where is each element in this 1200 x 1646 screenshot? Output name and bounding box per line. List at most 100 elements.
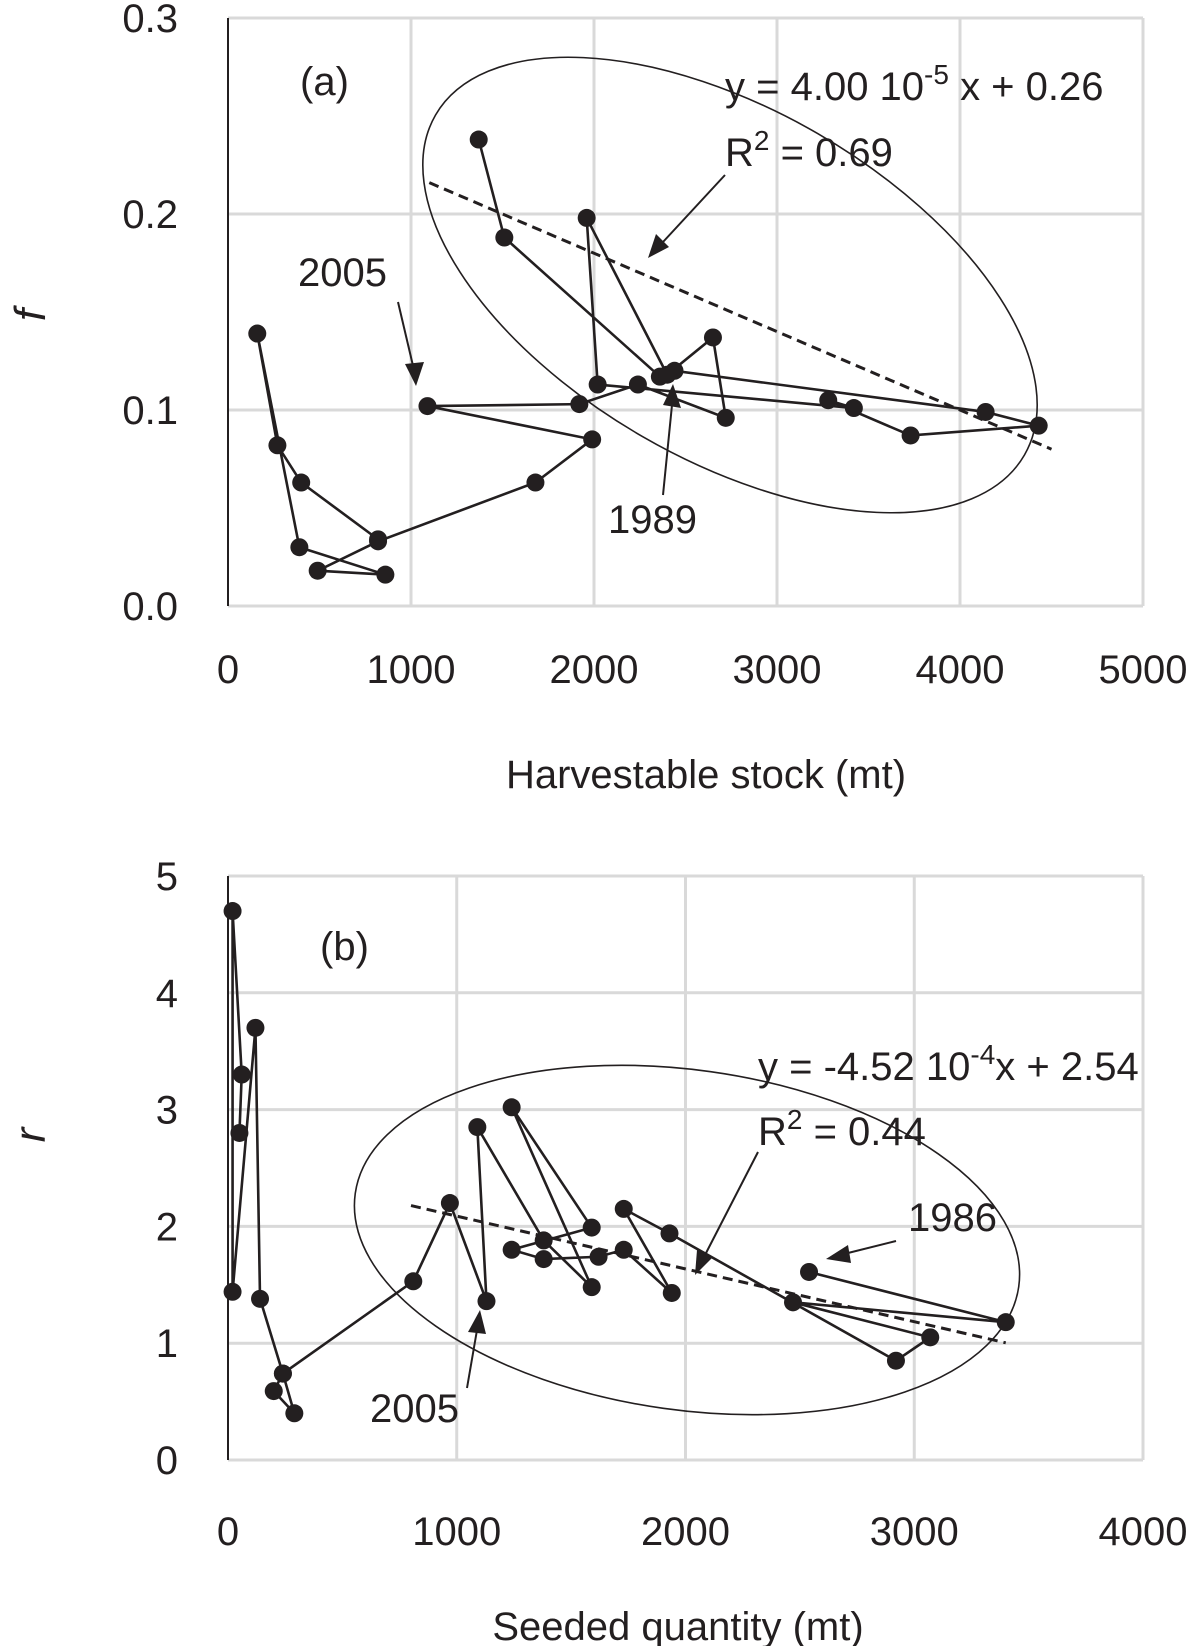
data-point xyxy=(268,436,287,455)
data-point xyxy=(589,1247,608,1266)
panel-a-r2-exponent: 2 xyxy=(754,125,770,156)
panel-a-equation: y = 4.00 10-5 x + 0.26 xyxy=(725,59,1104,109)
panel-a-r2: R2 = 0.69 xyxy=(725,125,893,175)
x-tick-label: 0 xyxy=(217,648,239,692)
panel-b-trendline xyxy=(410,1204,1007,1345)
panel-b: 0 1 2 3 4 5 0 1000 2000 3000 4000 (b) y = -4.52 10… xyxy=(6,855,1187,1646)
data-point xyxy=(534,1231,553,1250)
panel-a-points xyxy=(248,130,1048,584)
data-point xyxy=(232,1065,251,1084)
x-tick-label: 3000 xyxy=(870,1510,959,1554)
panel-b-arrow-equation xyxy=(704,1151,759,1256)
data-point xyxy=(570,395,589,414)
panel-a: 0.0 0.1 0.2 0.3 0 1000 2000 3000 4000 5000 (a) y … xyxy=(6,0,1187,797)
x-tick-label: 4000 xyxy=(1099,1510,1188,1554)
data-point xyxy=(658,365,677,384)
x-tick-label: 2000 xyxy=(641,1510,730,1554)
data-point xyxy=(583,430,602,449)
data-point xyxy=(264,1382,283,1401)
panel-b-points xyxy=(223,902,1015,1423)
x-tick-label: 2000 xyxy=(550,648,639,692)
x-tick-label: 1000 xyxy=(412,1510,501,1554)
data-point xyxy=(844,399,863,418)
y-tick-label: 0.0 xyxy=(122,585,178,629)
data-point xyxy=(246,1018,265,1037)
data-point xyxy=(976,402,995,421)
panel-a-r2-prefix: R xyxy=(725,131,754,175)
data-point xyxy=(292,473,311,492)
x-tick-label: 3000 xyxy=(733,648,822,692)
data-point xyxy=(526,473,545,492)
panel-b-equation-end: x + 2.54 xyxy=(995,1045,1138,1089)
y-tick-label: 4 xyxy=(156,972,178,1016)
x-tick-label: 5000 xyxy=(1099,648,1188,692)
data-point xyxy=(614,1240,633,1259)
panel-b-x-axis-label: Seeded quantity (mt) xyxy=(492,1605,863,1646)
data-point xyxy=(248,324,267,343)
y-tick-label: 5 xyxy=(156,855,178,899)
data-point xyxy=(800,1262,819,1281)
panel-b-r2: R2 = 0.44 xyxy=(758,1104,926,1154)
y-tick-label: 0.3 xyxy=(122,0,178,41)
data-point xyxy=(502,1098,521,1117)
y-tick-label: 1 xyxy=(156,1322,178,1366)
data-point xyxy=(404,1272,423,1291)
data-point xyxy=(716,408,735,427)
x-tick-label: 0 xyxy=(217,1510,239,1554)
data-point xyxy=(1029,416,1048,435)
data-point xyxy=(369,530,388,549)
panel-b-equation-main: y = -4.52 10 xyxy=(758,1045,970,1089)
panel-a-annotation-1989: 1989 xyxy=(608,498,697,542)
panel-a-trendline xyxy=(428,181,1053,451)
panel-b-r2-exponent: 2 xyxy=(787,1104,803,1135)
panel-b-arrowhead-1986 xyxy=(826,1245,851,1263)
data-point xyxy=(418,397,437,416)
panel-b-series-line xyxy=(231,910,1007,1415)
data-point xyxy=(660,1224,679,1243)
data-point xyxy=(582,1278,601,1297)
panel-b-annotation-2005: 2005 xyxy=(370,1387,459,1431)
panel-b-arrowhead-equation xyxy=(695,1250,712,1275)
panel-b-arrow-2005 xyxy=(466,1329,478,1389)
panel-a-arrow-1989 xyxy=(662,404,673,496)
data-point xyxy=(223,1282,242,1301)
data-point xyxy=(703,328,722,347)
panel-b-equation: y = -4.52 10-4x + 2.54 xyxy=(758,1039,1139,1089)
data-point xyxy=(285,1404,304,1423)
data-point xyxy=(290,538,309,557)
panel-a-ellipse xyxy=(422,56,1038,514)
data-point xyxy=(901,426,920,445)
data-point xyxy=(582,1218,601,1237)
data-point xyxy=(577,208,596,227)
panel-b-arrowhead-2005 xyxy=(468,1310,486,1334)
panel-a-label: (a) xyxy=(300,60,349,104)
data-point xyxy=(819,391,838,410)
panel-a-equation-main: y = 4.00 10 xyxy=(725,65,924,109)
data-point xyxy=(469,130,488,149)
panel-b-r2-value: = 0.44 xyxy=(802,1110,925,1154)
panel-b-y-axis-label: r xyxy=(6,1125,55,1142)
y-tick-label: 0 xyxy=(156,1439,178,1483)
panel-b-grid xyxy=(228,874,1145,1462)
panel-a-tick-labels: 0.0 0.1 0.2 0.3 0 1000 2000 3000 4000 5000 xyxy=(122,0,1187,692)
data-point xyxy=(662,1283,681,1302)
panel-b-annotation-1986: 1986 xyxy=(908,1196,997,1240)
panel-a-y-axis-label: f xyxy=(6,304,55,321)
data-point xyxy=(230,1123,249,1142)
data-point xyxy=(921,1328,940,1347)
data-point xyxy=(886,1351,905,1370)
panel-a-x-axis-label: Harvestable stock (mt) xyxy=(506,753,906,797)
x-tick-label: 4000 xyxy=(916,648,1005,692)
panel-b-ellipse xyxy=(353,1064,1021,1416)
data-point xyxy=(628,375,647,394)
y-tick-label: 2 xyxy=(156,1205,178,1249)
y-tick-label: 0.2 xyxy=(122,193,178,237)
data-point xyxy=(251,1289,270,1308)
panel-b-r2-prefix: R xyxy=(758,1110,787,1154)
x-tick-label: 1000 xyxy=(367,648,456,692)
panel-b-arrow-1986 xyxy=(843,1240,897,1255)
data-point xyxy=(588,375,607,394)
y-tick-label: 0.1 xyxy=(122,389,178,433)
data-point xyxy=(468,1118,487,1137)
